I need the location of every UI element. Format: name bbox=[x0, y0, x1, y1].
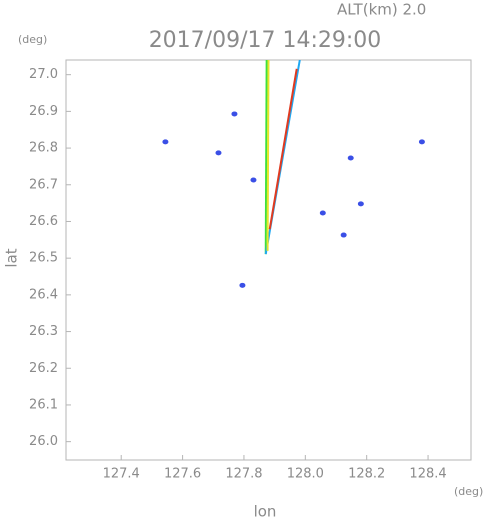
y-tick-label: 26.5 bbox=[29, 251, 58, 266]
y-tick-label: 26.1 bbox=[29, 397, 58, 412]
echo-cell bbox=[319, 210, 326, 216]
x-tick-label: 128.2 bbox=[348, 467, 385, 482]
echo-cell bbox=[357, 201, 364, 207]
x-unit: (deg) bbox=[454, 485, 483, 498]
y-tick-label: 26.3 bbox=[29, 324, 58, 339]
y-tick-label: 27.0 bbox=[29, 67, 58, 82]
echo-cell bbox=[215, 150, 222, 156]
y-tick-label: 26.6 bbox=[29, 214, 58, 229]
x-label: lon bbox=[254, 503, 277, 521]
x-tick-label: 128.0 bbox=[287, 467, 324, 482]
echo-edge bbox=[266, 59, 270, 251]
echo-cell bbox=[162, 139, 169, 145]
y-tick-label: 26.4 bbox=[29, 287, 58, 302]
y-tick-label: 26.0 bbox=[29, 434, 58, 449]
y-label: lat bbox=[3, 248, 21, 267]
y-unit: (deg) bbox=[18, 33, 47, 46]
x-tick-label: 127.8 bbox=[225, 467, 262, 482]
y-tick-label: 26.2 bbox=[29, 361, 58, 376]
x-tick-label: 127.6 bbox=[164, 467, 201, 482]
chart-title: 2017/09/17 14:29:00 bbox=[149, 28, 382, 53]
echo-cell bbox=[340, 232, 347, 238]
x-tick-label: 128.4 bbox=[409, 467, 446, 482]
echo-cell bbox=[418, 139, 425, 145]
echo-cell bbox=[250, 177, 257, 183]
altitude: ALT(km) 2.0 bbox=[337, 1, 426, 19]
echo-edge bbox=[264, 59, 268, 255]
y-tick-label: 26.7 bbox=[29, 177, 58, 192]
echo-cell bbox=[239, 282, 246, 288]
y-tick-label: 26.9 bbox=[29, 104, 58, 119]
x-tick-label: 127.4 bbox=[103, 467, 140, 482]
echo-cell bbox=[231, 111, 238, 117]
y-tick-label: 26.8 bbox=[29, 141, 58, 156]
echo-cell bbox=[347, 155, 354, 161]
echo-edge bbox=[268, 68, 298, 230]
